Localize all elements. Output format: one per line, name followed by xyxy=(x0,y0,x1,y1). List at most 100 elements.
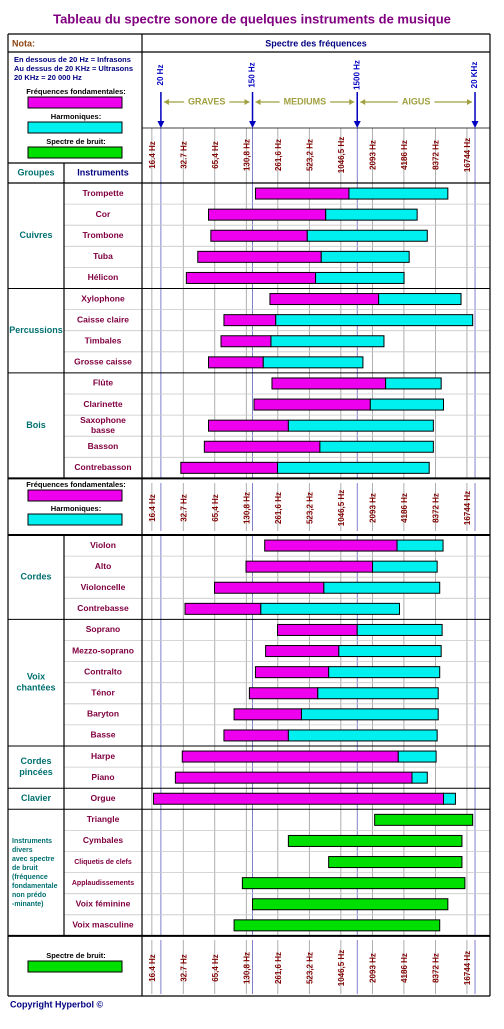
x-tick-label: 1046,5 Hz xyxy=(337,137,346,173)
harmonics-bar xyxy=(325,208,418,221)
fundamental-bar xyxy=(253,398,371,411)
instrument-label: Hélicon xyxy=(88,272,119,282)
instrument-label: Basson xyxy=(88,441,119,451)
fundamental-bar xyxy=(213,581,325,594)
instrument-label: Triangle xyxy=(87,814,120,824)
band-label-bg xyxy=(184,96,230,108)
x-tick-label: 8372 Hz xyxy=(432,493,441,523)
band-label: MEDIUMS xyxy=(284,96,327,106)
instrument-label: Contralto xyxy=(84,666,122,676)
fundamental-bar xyxy=(208,419,289,432)
band-label: GRAVES xyxy=(188,96,225,106)
group-label: -minante) xyxy=(12,901,44,908)
group-label: Cordes xyxy=(20,756,51,766)
instrument-label: Trombone xyxy=(82,230,123,240)
fundamental-bar xyxy=(185,271,317,284)
instrument-label: Tuba xyxy=(93,251,113,261)
x-tick-label: 2093 Hz xyxy=(368,140,377,170)
legend-label: Spectre de bruit: xyxy=(46,951,106,960)
group-label: Bois xyxy=(26,420,46,430)
marker-label: 1500 Hz xyxy=(352,60,361,90)
instrument-label: Soprano xyxy=(86,624,120,634)
harmonics-bar xyxy=(356,623,443,636)
x-tick-label: 32.7 Hz xyxy=(179,954,188,982)
x-tick-label: 261,6 Hz xyxy=(274,952,283,984)
instrument-label: Cymbales xyxy=(83,835,123,845)
x-tick-label: 32.7 Hz xyxy=(179,494,188,522)
copyright: Copyright Hyperbol © xyxy=(10,999,104,1009)
x-tick-label: 523,2 Hz xyxy=(305,139,314,171)
x-tick-label: 523,2 Hz xyxy=(305,952,314,984)
instrument-label: Clarinette xyxy=(83,399,122,409)
harmonics-bar xyxy=(319,440,434,453)
harmonics-bar xyxy=(317,687,439,700)
x-tick-label: 16744 Hz xyxy=(463,951,472,985)
harmonics-bar xyxy=(369,398,445,411)
x-tick-label: 1046,5 Hz xyxy=(337,950,346,986)
x-tick-label: 65,4 Hz xyxy=(211,954,220,982)
fundamental-bar xyxy=(254,666,330,679)
instrument-label: Timbales xyxy=(85,336,122,346)
x-tick-label: 130,8 Hz xyxy=(242,952,251,984)
x-tick-label: 16744 Hz xyxy=(463,491,472,525)
noise-bar xyxy=(287,834,463,847)
legend-label: Fréquences fondamentales: xyxy=(26,480,126,489)
legend-swatch xyxy=(27,146,123,159)
instrument-label: Xylophone xyxy=(81,293,125,303)
fundamental-bar xyxy=(220,335,272,348)
fundamental-bar xyxy=(254,187,350,200)
column-header: Groupes xyxy=(17,167,54,177)
harmonics-bar xyxy=(270,335,385,348)
fundamental-bar xyxy=(277,623,358,636)
harmonics-bar xyxy=(378,293,462,306)
fundamental-bar xyxy=(210,229,308,242)
fundamental-bar xyxy=(203,440,321,453)
instrument-label: Piano xyxy=(91,772,114,782)
instrument-label: Cor xyxy=(96,209,111,219)
noise-bar xyxy=(252,898,449,911)
group-label: non prédo xyxy=(12,892,46,899)
harmonics-bar xyxy=(411,771,428,784)
band-label: AIGUS xyxy=(402,96,431,106)
legend-swatch xyxy=(27,513,123,526)
column-header: Instruments xyxy=(77,167,129,177)
legend-swatch xyxy=(27,96,123,109)
harmonics-bar xyxy=(262,356,364,369)
fundamental-bar xyxy=(233,708,302,721)
x-tick-label: 16744 Hz xyxy=(463,138,472,172)
harmonics-bar xyxy=(277,461,430,474)
legend-label: Fréquences fondamentales: xyxy=(26,87,126,96)
fundamental-bar xyxy=(265,645,340,658)
instrument-label: Basse xyxy=(90,730,115,740)
x-tick-label: 4186 Hz xyxy=(400,953,409,983)
noise-bar xyxy=(328,856,463,869)
x-tick-label: 261,6 Hz xyxy=(274,492,283,524)
x-tick-label: 8372 Hz xyxy=(432,140,441,170)
harmonics-bar xyxy=(300,708,439,721)
fundamental-bar xyxy=(181,750,399,763)
fundamental-bar xyxy=(264,539,398,552)
nota-line: En dessous de 20 Hz = Infrasons xyxy=(14,55,131,64)
harmonics-bar xyxy=(287,729,438,742)
marker-arrowhead xyxy=(471,121,479,128)
legend-label: Spectre de bruit: xyxy=(46,137,106,146)
x-tick-label: 2093 Hz xyxy=(368,953,377,983)
instrument-label: Alto xyxy=(95,561,112,571)
instrument-label: Cliquetis de clefs xyxy=(74,859,132,866)
noise-bar xyxy=(241,877,466,890)
group-label: Percussions xyxy=(9,325,63,335)
group-label: pincées xyxy=(19,767,53,777)
instrument-label: Applaudissements xyxy=(72,880,134,887)
x-tick-label: 4186 Hz xyxy=(400,140,409,170)
x-tick-label: 16.4 Hz xyxy=(148,954,157,982)
harmonics-bar xyxy=(372,560,438,573)
nota-line: 20 KHz = 20 000 Hz xyxy=(14,73,82,82)
x-tick-label: 16.4 Hz xyxy=(148,141,157,169)
instrument-label: Contrebasse xyxy=(77,603,129,613)
legend-label: Harmoniques: xyxy=(51,504,101,513)
harmonics-bar xyxy=(320,250,410,263)
fundamental-bar xyxy=(223,729,289,742)
axis-title: Spectre des fréquences xyxy=(265,38,367,48)
